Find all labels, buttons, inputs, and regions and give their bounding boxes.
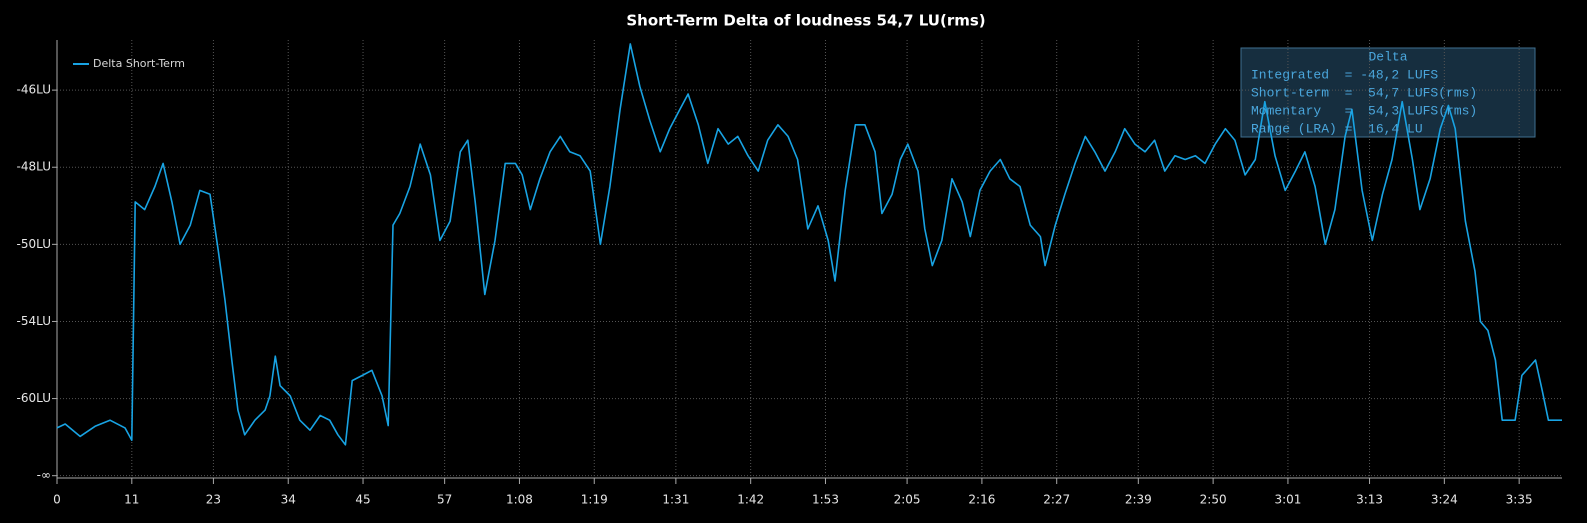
x-tick-label: 1:53	[812, 493, 839, 507]
info-text: Short-term = 54,7 LUFS(rms)	[1251, 85, 1477, 100]
info-box	[1240, 47, 1536, 138]
x-tick-label: 2:05	[894, 493, 921, 507]
y-tick-label: -46LU	[17, 83, 51, 97]
x-tick-label: 3:13	[1356, 493, 1383, 507]
info-text: Range (LRA) = 16,4 LU	[1251, 121, 1423, 136]
x-tick-label: 57	[437, 493, 452, 507]
info-text: Integrated = -48,2 LUFS	[1251, 67, 1438, 82]
x-tick-label: 1:31	[662, 493, 689, 507]
x-tick-label: 1:19	[581, 493, 608, 507]
x-tick-label: 11	[124, 493, 139, 507]
x-tick-label: 45	[355, 493, 370, 507]
x-tick-label: 1:08	[506, 493, 533, 507]
x-tick-label: 23	[206, 493, 221, 507]
x-tick-label: 3:24	[1431, 493, 1458, 507]
chart-title: Short-Term Delta of loudness 54,7 LU(rms…	[626, 12, 985, 30]
y-tick-label: -∞	[37, 468, 51, 482]
x-tick-label: 34	[281, 493, 296, 507]
y-tick-label: -50LU	[17, 237, 51, 251]
legend-label: Delta Short-Term	[93, 57, 185, 70]
x-tick-label: 0	[53, 493, 61, 507]
x-tick-label: 2:27	[1043, 493, 1070, 507]
y-tick-label: -54LU	[17, 314, 51, 328]
info-text: Momentary = 54,3 LUFS(rms)	[1251, 103, 1477, 118]
x-tick-label: 2:50	[1200, 493, 1227, 507]
data-line	[56, 43, 1562, 446]
y-tick-label: -60LU	[17, 391, 51, 405]
x-tick-label: 3:01	[1274, 493, 1301, 507]
x-tick-label: 3:35	[1506, 493, 1533, 507]
y-tick-label: -48LU	[17, 160, 51, 174]
x-tick-label: 1:42	[737, 493, 764, 507]
info-text: Delta	[1368, 49, 1407, 64]
x-tick-label: 2:16	[968, 493, 995, 507]
x-tick-label: 2:39	[1125, 493, 1152, 507]
